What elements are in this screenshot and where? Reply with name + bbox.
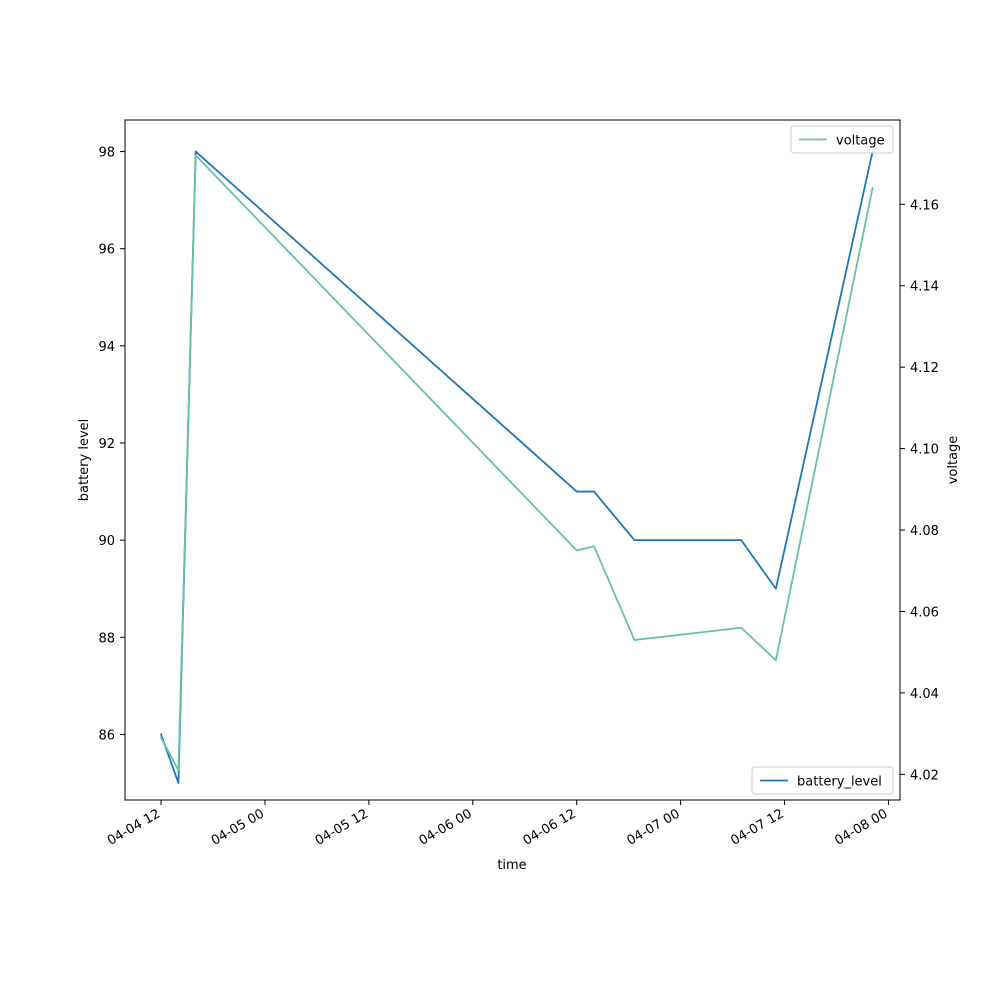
legends: battery_level voltage	[751, 125, 894, 795]
legend-label: voltage	[836, 134, 885, 149]
legend-label: battery_level	[797, 775, 882, 790]
right-y-tick-label: 4.10	[910, 443, 939, 458]
axes-frame	[124, 119, 901, 801]
right-y-tick-label: 4.02	[910, 768, 939, 783]
left-y-axis-label: battery level	[77, 419, 92, 502]
left-y-tick-label: 90	[98, 534, 115, 549]
legend-box	[790, 125, 894, 154]
right-y-tick-label: 4.08	[910, 524, 939, 539]
left-y-tick-label: 86	[98, 728, 115, 743]
right-y-axis-label: voltage	[946, 436, 961, 485]
legend-box	[751, 766, 894, 795]
right-y-tick-label: 4.16	[910, 198, 939, 213]
right-y-tick-label: 4.04	[910, 687, 939, 702]
right-y-tick-label: 4.06	[910, 605, 939, 620]
series-line-voltage	[159, 154, 874, 772]
left-y-tick-label: 96	[98, 243, 115, 258]
right-y-tick-label: 4.14	[910, 280, 939, 295]
left-y-tick-label: 88	[98, 631, 115, 646]
legend-voltage: voltage	[790, 125, 894, 154]
left-y-tick-label: 98	[98, 146, 115, 161]
x-axis-label: time	[497, 858, 526, 873]
right-y-tick-label: 4.12	[910, 361, 939, 376]
left-y-tick-label: 92	[98, 437, 115, 452]
plot-area	[159, 150, 874, 784]
legend-battery-level: battery_level	[751, 766, 894, 795]
left-y-tick-label: 94	[98, 340, 115, 355]
